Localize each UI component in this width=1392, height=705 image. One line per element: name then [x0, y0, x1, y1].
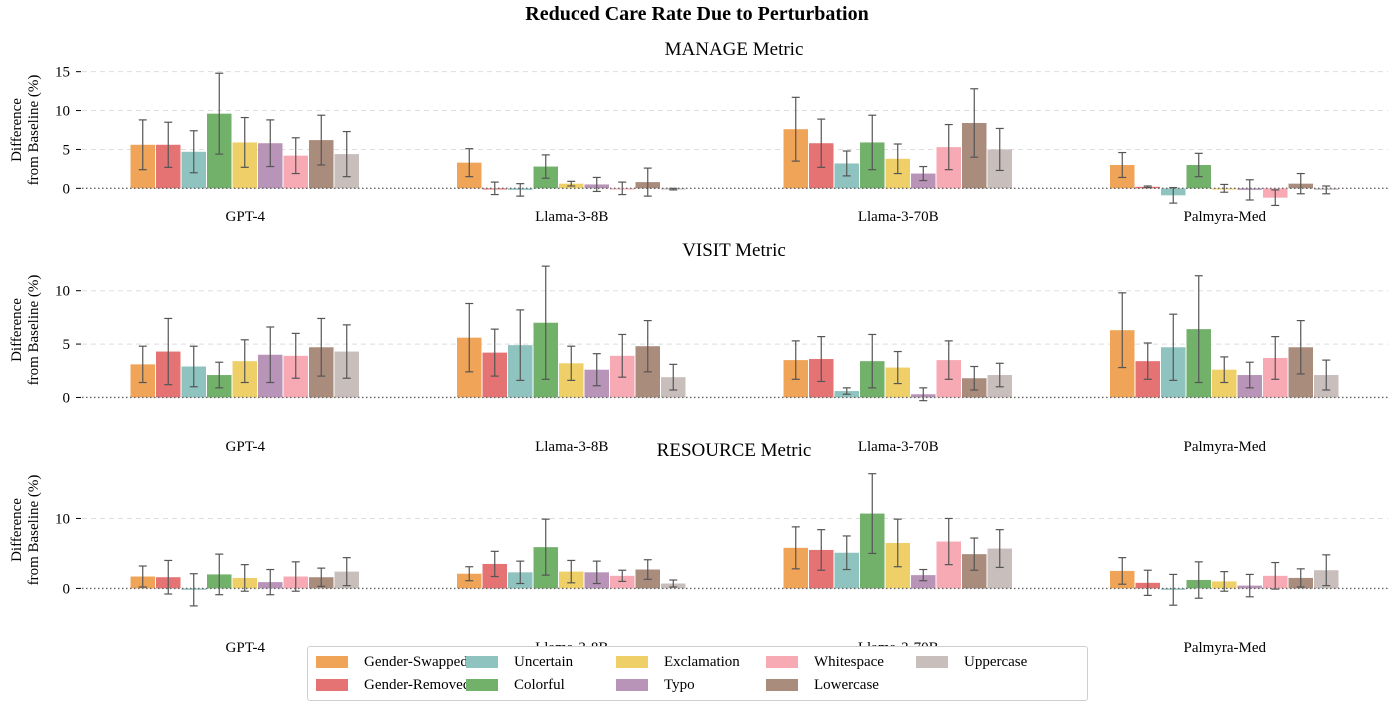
legend-item: Uncertain	[466, 652, 573, 672]
legend-item: Typo	[616, 675, 695, 695]
y-tick-label: 0	[63, 390, 71, 406]
y-axis-label: Differencefrom Baseline (%)	[9, 75, 42, 186]
x-category-label: Palmyra-Med	[1184, 209, 1267, 225]
y-tick-label: 10	[55, 104, 70, 120]
x-category-label: Llama-3-70B	[858, 209, 939, 225]
y-axis-label: Differencefrom Baseline (%)	[9, 275, 42, 386]
y-axis-label-line: from Baseline (%)	[26, 475, 42, 586]
legend-item: Lowercase	[766, 675, 879, 695]
legend-label: Gender-Swapped	[364, 653, 468, 670]
legend-item: Uppercase	[916, 652, 1027, 672]
y-axis-label: Differencefrom Baseline (%)	[9, 475, 42, 586]
y-axis-label-line: from Baseline (%)	[26, 75, 42, 186]
legend-label: Colorful	[514, 676, 565, 693]
bar	[911, 575, 936, 589]
legend-label: Lowercase	[814, 676, 879, 693]
legend-item: Colorful	[466, 675, 565, 695]
panel-0: MANAGE Metric Differencefrom Baseline (%)…	[9, 39, 1388, 225]
legend-swatch	[466, 656, 498, 668]
panel-2: RESOURCE Metric Differencefrom Baseline (…	[9, 440, 1388, 656]
x-category-label: Llama-3-8B	[535, 439, 608, 455]
x-category-label: GPT-4	[226, 209, 266, 225]
legend-label: Gender-Removed	[364, 676, 471, 693]
legend-swatch	[616, 679, 648, 691]
legend-swatch	[616, 656, 648, 668]
x-category-label: Llama-3-70B	[858, 439, 939, 455]
legend-swatch	[766, 656, 798, 668]
y-tick-label: 10	[55, 511, 70, 527]
y-axis-label-line: Difference	[9, 98, 25, 162]
y-tick-label: 0	[63, 181, 71, 197]
y-tick-label: 0	[63, 581, 71, 597]
legend-swatch	[316, 656, 348, 668]
panel-title: RESOURCE Metric	[657, 440, 812, 461]
x-category-label: Llama-3-8B	[535, 209, 608, 225]
legend-item: Gender-Swapped	[316, 652, 468, 672]
legend: Gender-Swapped Gender-Removed Uncertain Col…	[307, 646, 1088, 701]
legend-item: Exclamation	[616, 652, 740, 672]
legend-label: Uppercase	[964, 653, 1028, 670]
legend-swatch	[916, 656, 948, 668]
legend-swatch	[316, 679, 348, 691]
bar	[610, 575, 635, 589]
legend-swatch	[766, 679, 798, 691]
x-category-label: GPT-4	[226, 640, 266, 656]
panel-1: VISIT Metric Differencefrom Baseline (%) 0…	[9, 240, 1388, 455]
y-axis-label-line: from Baseline (%)	[26, 275, 42, 386]
panel-title: MANAGE Metric	[665, 39, 804, 60]
y-tick-label: 15	[55, 65, 70, 81]
x-category-label: GPT-4	[226, 439, 266, 455]
y-axis-label-line: Difference	[9, 298, 25, 362]
legend-label: Whitespace	[814, 653, 884, 670]
y-tick-label: 10	[55, 284, 70, 300]
legend-swatch	[466, 679, 498, 691]
figure-title: Reduced Care Rate Due to Perturbation	[525, 3, 868, 25]
y-tick-label: 5	[63, 142, 71, 158]
legend-item: Whitespace	[766, 652, 884, 672]
legend-label: Typo	[664, 676, 695, 693]
x-category-label: Palmyra-Med	[1184, 439, 1267, 455]
y-tick-label: 5	[63, 337, 71, 353]
y-axis-label-line: Difference	[9, 498, 25, 562]
legend-label: Uncertain	[514, 653, 574, 670]
legend-item: Gender-Removed	[316, 675, 470, 695]
legend-label: Exclamation	[664, 653, 740, 670]
panel-title: VISIT Metric	[682, 240, 786, 261]
x-category-label: Palmyra-Med	[1184, 640, 1267, 656]
